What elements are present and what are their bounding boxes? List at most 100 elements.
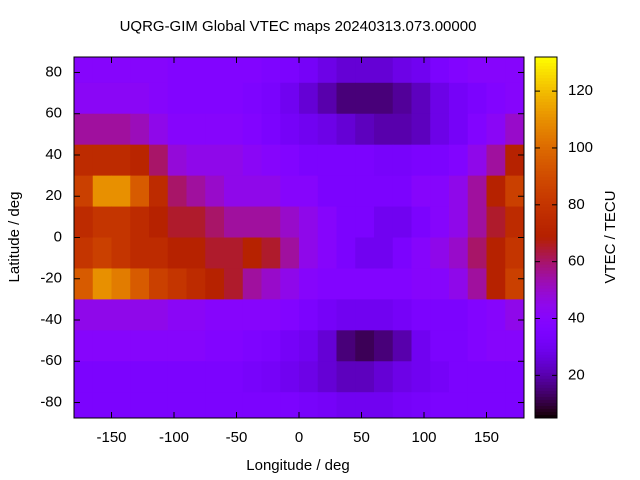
cell bbox=[111, 392, 131, 418]
cell bbox=[505, 330, 524, 362]
colorbar-swatch bbox=[535, 168, 557, 172]
cell bbox=[505, 144, 524, 177]
cell bbox=[111, 144, 131, 177]
cell bbox=[167, 237, 187, 269]
colorbar-swatch bbox=[535, 378, 557, 383]
cell bbox=[186, 392, 206, 418]
cell bbox=[74, 175, 94, 208]
cell bbox=[467, 113, 487, 146]
cell bbox=[392, 206, 412, 238]
cell bbox=[261, 57, 281, 84]
cell bbox=[374, 206, 394, 238]
colorbar-swatch bbox=[535, 273, 557, 278]
cell bbox=[411, 361, 431, 393]
cell bbox=[242, 82, 262, 115]
colorbar-label: VTEC / TECU bbox=[602, 190, 619, 283]
cell bbox=[280, 330, 300, 362]
x-tick-label: 50 bbox=[353, 429, 370, 446]
colorbar-swatch bbox=[535, 381, 557, 386]
cell bbox=[167, 299, 187, 331]
cell bbox=[299, 144, 319, 177]
cell bbox=[130, 268, 150, 300]
cell bbox=[130, 113, 150, 146]
colorbar-swatch bbox=[535, 315, 557, 320]
cell bbox=[224, 268, 244, 300]
cell bbox=[392, 57, 412, 84]
colorbar-swatch bbox=[535, 219, 557, 223]
colorbar-swatch bbox=[535, 366, 557, 371]
colorbar-swatch bbox=[535, 90, 557, 94]
cell bbox=[280, 361, 300, 393]
cell bbox=[280, 206, 300, 238]
colorbar-swatch bbox=[535, 240, 557, 245]
colorbar-swatch bbox=[535, 372, 557, 377]
cell bbox=[336, 144, 356, 177]
cell bbox=[486, 82, 506, 115]
colorbar-swatch bbox=[535, 204, 557, 208]
cell bbox=[336, 82, 356, 115]
cell bbox=[430, 206, 450, 238]
colorbar-tick-label: 120 bbox=[568, 82, 593, 99]
cell bbox=[486, 361, 506, 393]
cell bbox=[449, 206, 469, 238]
cell bbox=[242, 392, 262, 418]
colorbar-swatch bbox=[535, 360, 557, 365]
cell bbox=[449, 268, 469, 300]
cell bbox=[299, 113, 319, 146]
cell bbox=[317, 57, 337, 84]
cell bbox=[299, 237, 319, 269]
colorbar-swatch bbox=[535, 351, 557, 356]
cell bbox=[449, 57, 469, 84]
cell bbox=[430, 268, 450, 300]
cell bbox=[111, 175, 131, 208]
cell bbox=[186, 268, 206, 300]
cell bbox=[167, 206, 187, 238]
cell bbox=[130, 144, 150, 177]
colorbar-swatch bbox=[535, 78, 557, 82]
y-tick-label: -80 bbox=[40, 393, 62, 410]
cell bbox=[374, 57, 394, 84]
cell bbox=[186, 144, 206, 177]
cell bbox=[374, 361, 394, 393]
colorbar-swatch bbox=[535, 363, 557, 368]
cell bbox=[317, 361, 337, 393]
cell bbox=[505, 57, 524, 84]
cell bbox=[74, 206, 94, 238]
cell bbox=[130, 206, 150, 238]
colorbar-border bbox=[534, 56, 558, 419]
cell bbox=[92, 82, 112, 115]
colorbar-swatch bbox=[535, 321, 557, 326]
cell bbox=[449, 392, 469, 418]
colorbar-swatch bbox=[535, 57, 557, 61]
colorbar-swatch bbox=[535, 114, 557, 118]
colorbar-swatch bbox=[535, 276, 557, 281]
cell bbox=[486, 330, 506, 362]
cell bbox=[242, 113, 262, 146]
cell bbox=[336, 57, 356, 84]
colorbar-swatch bbox=[535, 261, 557, 266]
colorbar-swatch bbox=[535, 339, 557, 344]
cell bbox=[486, 268, 506, 300]
cell bbox=[111, 299, 131, 331]
cell bbox=[149, 82, 169, 115]
y-tick-label: -60 bbox=[40, 352, 62, 369]
cell bbox=[261, 361, 281, 393]
colorbar-swatch bbox=[535, 303, 557, 308]
colorbar-tick-label: 60 bbox=[568, 253, 585, 270]
cell bbox=[261, 144, 281, 177]
cell bbox=[392, 82, 412, 115]
x-axis-label: Longitude / deg bbox=[246, 457, 349, 474]
x-tick-label: 0 bbox=[295, 429, 303, 446]
cell bbox=[374, 330, 394, 362]
cell bbox=[205, 175, 225, 208]
cell bbox=[392, 392, 412, 418]
cell bbox=[280, 82, 300, 115]
cell bbox=[411, 206, 431, 238]
cell bbox=[149, 175, 169, 208]
cell bbox=[92, 144, 112, 177]
cell bbox=[111, 206, 131, 238]
cell bbox=[299, 392, 319, 418]
colorbar-swatch bbox=[535, 252, 557, 257]
colorbar-swatch bbox=[535, 342, 557, 347]
